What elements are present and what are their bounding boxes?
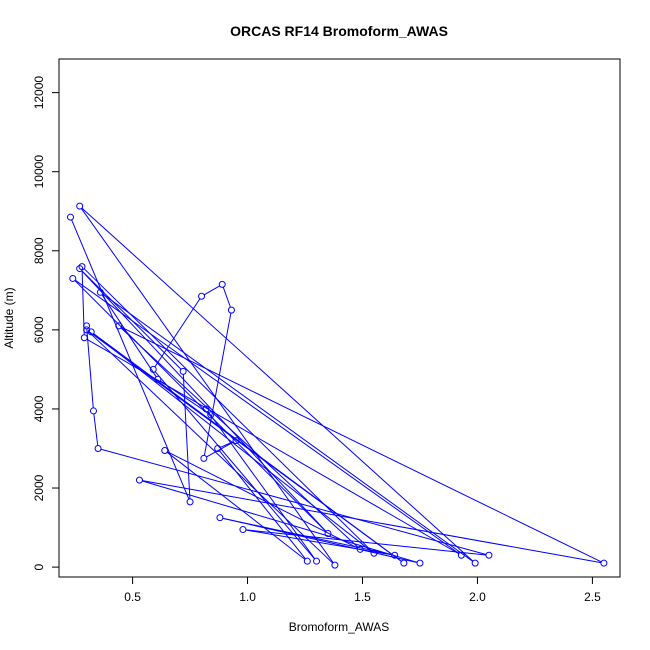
data-point (202, 405, 210, 413)
data-point (149, 365, 157, 373)
data-point (471, 559, 479, 567)
series-segment (120, 327, 359, 548)
data-point (416, 559, 424, 567)
series-segment (121, 326, 602, 563)
x-tick-label: 1.5 (354, 590, 371, 604)
data-point (154, 375, 162, 383)
x-tick-label: 1.0 (239, 590, 256, 604)
series-segment (219, 450, 306, 560)
data-point (214, 444, 222, 452)
data-point (313, 557, 321, 565)
series-segment (203, 312, 232, 456)
series-segment (81, 270, 327, 532)
series-segment (222, 287, 231, 308)
series-segment (206, 441, 234, 458)
data-point (115, 322, 123, 330)
y-tick-label: 2000 (32, 474, 46, 501)
series-segment (93, 413, 99, 446)
series-segment (102, 293, 474, 562)
data-point (66, 213, 74, 221)
series-segment (166, 451, 306, 560)
series-segment (74, 280, 327, 532)
y-tick-label: 10000 (32, 155, 46, 189)
data-point (200, 454, 208, 462)
y-axis: 0 2000 4000 6000 8000 10000 12000 (32, 76, 60, 570)
series-segment (83, 268, 373, 552)
x-axis-label: Bromoform_AWAS (289, 620, 389, 634)
data-point (76, 265, 84, 273)
data-point (356, 545, 364, 553)
series-segment (245, 529, 487, 556)
series-segment (142, 480, 418, 563)
series-segment (88, 331, 402, 562)
x-axis: 0.5 1.0 1.5 2.0 2.5 (124, 576, 601, 604)
data-point (179, 367, 187, 375)
series-segment (81, 207, 474, 562)
data-point (96, 288, 104, 296)
series-segment (154, 298, 201, 368)
series-line (71, 207, 602, 564)
data-point (69, 274, 77, 282)
series-segment (100, 448, 487, 555)
data-point (400, 559, 408, 567)
series-segment (245, 529, 392, 556)
series-segment (88, 331, 334, 564)
y-tick-label: 8000 (32, 237, 46, 264)
data-point (186, 498, 194, 506)
data-point (94, 444, 102, 452)
data-point (239, 526, 247, 534)
data-point (216, 514, 224, 522)
data-point (391, 551, 399, 559)
series-segment (86, 328, 94, 408)
y-tick-label: 6000 (32, 316, 46, 343)
y-tick-label: 12000 (32, 76, 46, 110)
data-point (87, 328, 95, 336)
series-segment (182, 374, 191, 499)
data-point (83, 322, 91, 330)
data-point (227, 306, 235, 314)
y-tick-label: 4000 (32, 395, 46, 422)
data-point (80, 334, 88, 342)
data-point (135, 476, 143, 484)
data-point (198, 292, 206, 300)
data-point (232, 437, 240, 445)
data-point (457, 551, 465, 559)
y-tick-label: 0 (32, 563, 46, 570)
series-segment (220, 441, 234, 448)
x-tick-label: 2.0 (469, 590, 486, 604)
data-point (600, 559, 608, 567)
data-point (303, 557, 311, 565)
series-segment (160, 380, 209, 414)
y-axis-label: Altitude (m) (2, 287, 16, 348)
series-segment (81, 208, 334, 563)
data-point (78, 263, 86, 271)
data-point (89, 407, 97, 415)
x-tick-label: 0.5 (124, 590, 141, 604)
data-point (218, 280, 226, 288)
data-point (83, 326, 91, 334)
data-point (161, 446, 169, 454)
plot-frame (58, 58, 621, 578)
data-point (324, 530, 332, 538)
data-point (331, 561, 339, 569)
data-point (207, 411, 215, 419)
series-segment (74, 279, 460, 554)
data-point (370, 549, 378, 557)
data-point (76, 202, 84, 210)
chart-title: ORCAS RF14 Bromoform_AWAS (230, 23, 448, 39)
x-tick-label: 2.5 (584, 590, 601, 604)
series-segment (142, 480, 602, 564)
series-segment (154, 371, 315, 560)
series-points (66, 202, 608, 569)
series-segment (203, 285, 220, 296)
data-point (485, 551, 493, 559)
